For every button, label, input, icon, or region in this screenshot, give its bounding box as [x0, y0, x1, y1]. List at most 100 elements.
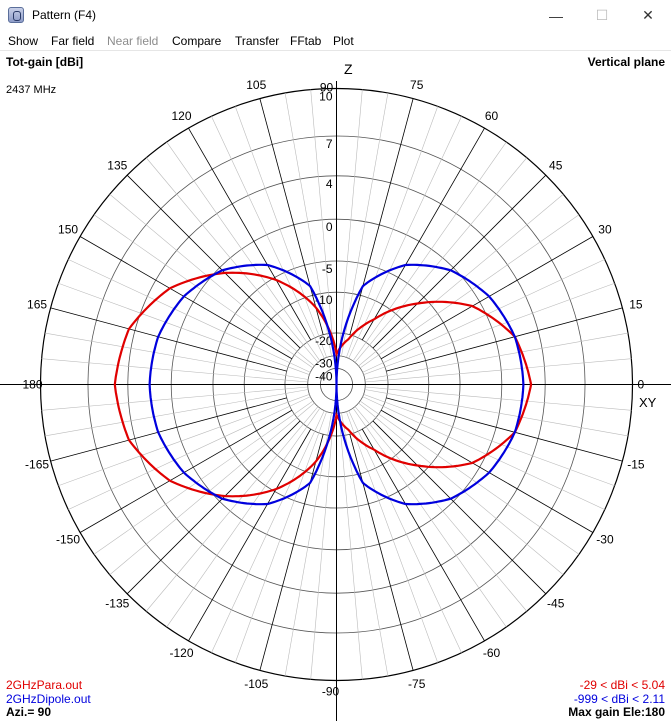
angle-tick-label: 15 — [629, 297, 643, 311]
z-axis-label: Z — [344, 61, 353, 77]
menu-near-field[interactable]: Near field — [107, 34, 159, 48]
angle-tick-label: 90 — [320, 81, 334, 95]
grid-spoke-minor — [68, 396, 311, 510]
grid-spoke-minor — [364, 389, 629, 437]
ring-tick-label: -5 — [322, 262, 333, 276]
grid-spoke-minor — [166, 141, 321, 362]
grid-spoke-minor — [364, 332, 629, 380]
grid-spoke-minor — [310, 89, 335, 356]
angle-tick-label: 60 — [485, 109, 499, 123]
grid-spoke-minor — [358, 194, 564, 367]
maximize-button[interactable]: ☐ — [579, 0, 625, 31]
app-icon[interactable] — [8, 7, 24, 23]
angle-tick-label: 165 — [27, 297, 47, 311]
angle-tick-label: -15 — [627, 458, 645, 472]
angle-tick-label: -165 — [25, 458, 49, 472]
grid-spoke-minor — [93, 214, 314, 369]
trace-para-curve — [113, 271, 533, 498]
ring-tick-label: 4 — [326, 177, 333, 191]
angle-tick-label: 135 — [107, 158, 127, 172]
grid-spoke — [126, 174, 301, 349]
grid-spoke — [380, 236, 594, 360]
window-title: Pattern (F4) — [32, 8, 97, 22]
angle-tick-label: -30 — [596, 533, 614, 547]
angle-tick-label: -45 — [547, 597, 565, 611]
angle-tick-label: 45 — [549, 158, 563, 172]
grid-spoke-minor — [365, 358, 632, 383]
grid-spoke-minor — [109, 194, 315, 367]
grid-spoke — [50, 397, 287, 462]
angle-tick-label: -90 — [322, 685, 340, 699]
ring-tick-label: 0 — [326, 220, 333, 234]
angle-tick-label: 105 — [246, 78, 266, 92]
grid-spoke — [79, 409, 293, 533]
grid-spoke — [386, 397, 623, 462]
grid-spoke-minor — [44, 332, 309, 380]
grid-spoke-minor — [346, 106, 439, 358]
grid-spoke-minor — [358, 402, 564, 575]
menu-show[interactable]: Show — [8, 34, 39, 48]
angle-tick-label: 180 — [22, 378, 42, 392]
trace2-file-label: 2GHzDipole.out — [6, 692, 91, 706]
max-gain-label: Max gain Ele:180 — [568, 705, 665, 719]
azimuth-label: Azi.= 90 — [6, 705, 52, 719]
grid-spoke-minor — [363, 282, 615, 375]
polar-plot: 90 75604530150-15-30-45-60-75-90-105-120-… — [0, 78, 671, 721]
grid-spoke — [372, 174, 547, 349]
grid-spoke — [380, 409, 594, 533]
angle-tick-label: -135 — [105, 597, 129, 611]
angle-tick-label: 75 — [410, 78, 424, 92]
grid-spoke-minor — [348, 410, 462, 653]
angle-tick-label: -75 — [408, 677, 426, 691]
grid-spoke — [259, 98, 324, 335]
ring-tick-label: 7 — [326, 137, 333, 151]
title-bar: Pattern (F4) — ☐ ✕ — [0, 0, 671, 31]
close-button[interactable]: ✕ — [625, 0, 671, 31]
grid-spoke-minor — [338, 89, 363, 356]
angle-tick-label: 30 — [598, 223, 612, 237]
grid-spoke-minor — [166, 407, 321, 628]
grid-spoke-minor — [146, 406, 319, 612]
ring-tick-label: 10 — [319, 90, 333, 104]
grid-spoke-minor — [352, 407, 507, 628]
grid-spoke — [372, 420, 547, 595]
menu-bar: Show Far field Near field Compare Transf… — [0, 31, 671, 51]
menu-fftab[interactable]: FFtab — [290, 34, 322, 48]
grid-spoke — [188, 428, 312, 642]
angle-tick-label: 0 — [638, 378, 645, 392]
menu-transfer[interactable]: Transfer — [235, 34, 280, 48]
grid-spoke-minor — [354, 157, 527, 363]
grid-spoke-minor — [234, 411, 327, 663]
angle-tick-label: -120 — [169, 646, 193, 660]
grid-spoke — [79, 236, 293, 360]
trace1-range-label: -29 < dBi < 5.04 — [579, 678, 665, 692]
grid-spoke-minor — [211, 116, 325, 359]
grid-spoke-minor — [93, 400, 314, 555]
grid-spoke-minor — [346, 411, 439, 663]
grid-spoke — [188, 127, 312, 341]
ring-tick-label: -30 — [315, 357, 333, 371]
angle-tick-label: 150 — [58, 223, 78, 237]
menu-plot[interactable]: Plot — [333, 34, 354, 48]
angle-tick-label: -60 — [483, 646, 501, 660]
menu-far-field[interactable]: Far field — [51, 34, 95, 48]
ring-tick-label: -40 — [315, 369, 333, 383]
grid-spoke — [386, 307, 623, 372]
grid-spoke-minor — [348, 116, 462, 359]
grid-spoke-minor — [362, 259, 605, 373]
grid-spoke-minor — [211, 410, 325, 653]
angle-tick-label: -150 — [56, 533, 80, 547]
ring-tick-label: -20 — [315, 334, 333, 348]
grid-spoke-minor — [109, 402, 315, 575]
grid-spoke — [349, 98, 414, 335]
plane-label: Vertical plane — [587, 55, 665, 69]
minimize-button[interactable]: — — [533, 0, 579, 31]
grid-spoke — [126, 420, 301, 595]
maximize-icon: ☐ — [595, 7, 609, 23]
frequency-label: 2437 MHz — [6, 84, 57, 96]
minimize-icon: — — [549, 7, 563, 24]
menu-compare[interactable]: Compare — [172, 34, 222, 48]
menu-separator — [0, 50, 671, 51]
grid-spoke-minor — [234, 106, 327, 358]
grid-spoke-minor — [359, 214, 580, 369]
